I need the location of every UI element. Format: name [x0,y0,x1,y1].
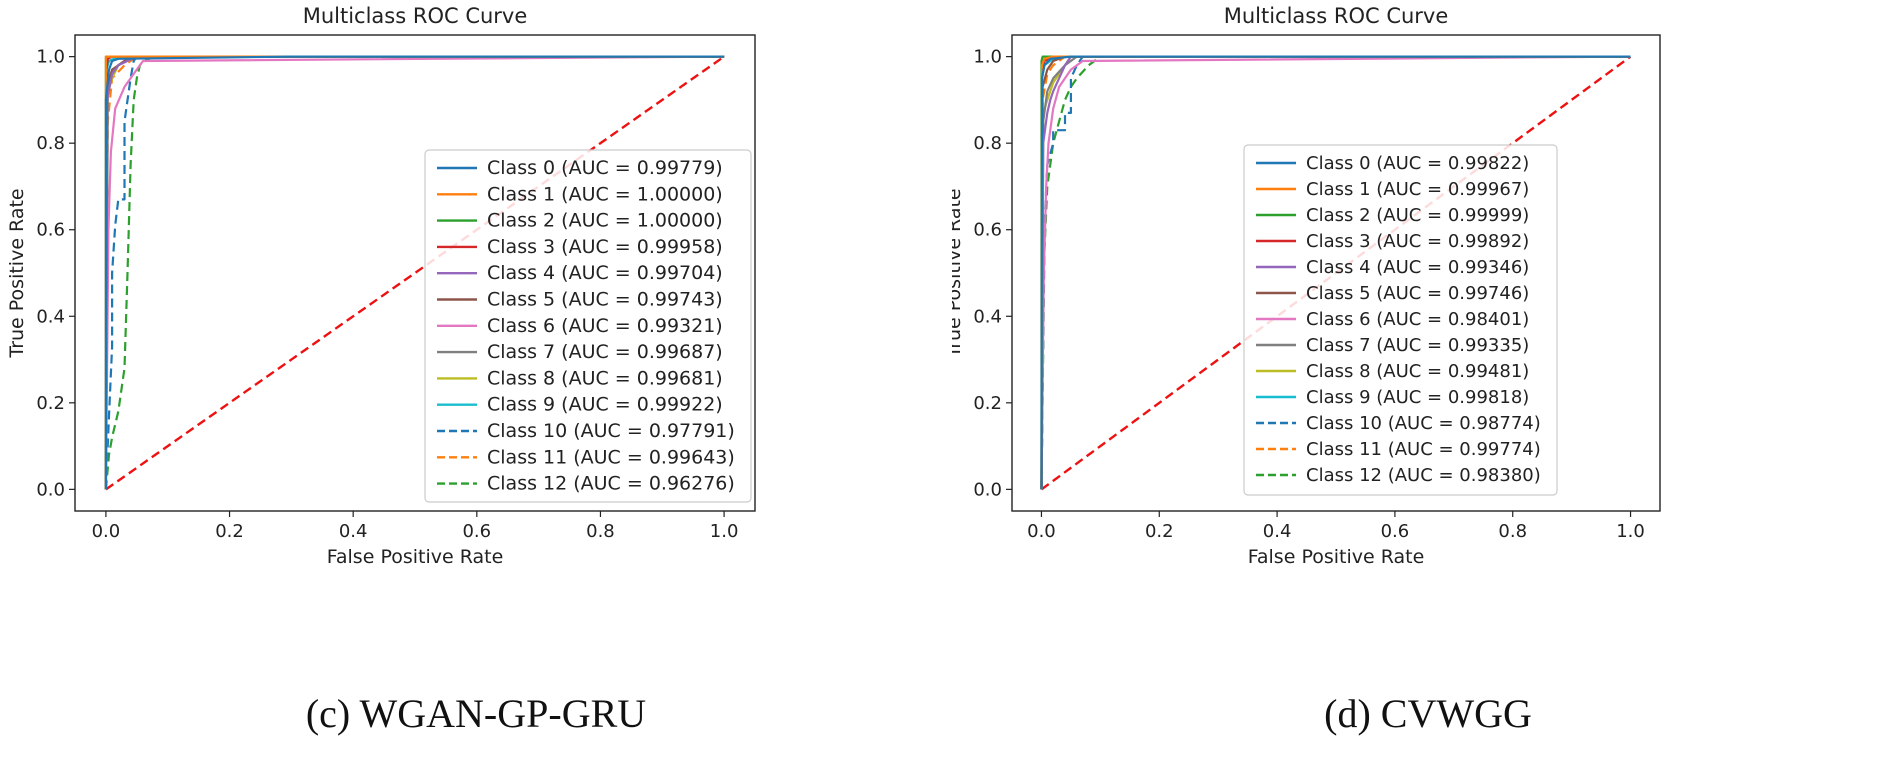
legend-entry: Class 12 (AUC = 0.98380) [1306,465,1541,486]
y-tick-label: 0.0 [36,479,65,500]
legend-entry: Class 4 (AUC = 0.99704) [487,262,723,284]
legend-entry: Class 11 (AUC = 0.99643) [487,446,735,468]
roc-chart-c: Multiclass ROC Curve 0.0 0.0 0.2 0.2 0.4 0.4 0.… [6,4,756,568]
roc-chart-d: Multiclass ROC Curve 0.0 0.0 0.2 0.2 0.4 0.4 0.… [952,4,1661,568]
y-tick-label: 1.0 [36,47,65,68]
x-axis-label: False Positive Rate [327,546,504,568]
x-tick-label: 0.2 [1145,521,1174,542]
roc-series-class-0 [1040,55,1631,490]
y-tick-label: 0.8 [36,133,65,154]
legend-entry: Class 11 (AUC = 0.99774) [1306,439,1541,460]
legend-entry: Class 9 (AUC = 0.99818) [1306,387,1529,408]
legend-entry: Class 7 (AUC = 0.99687) [487,341,723,363]
legend-entry: Class 8 (AUC = 0.99681) [487,367,723,389]
roc-series-class-6 [104,55,725,490]
y-tick-label: 0.0 [973,479,1002,500]
caption-c: (c) WGAN-GP-GRU [305,691,647,736]
y-tick-label: 0.2 [973,393,1002,414]
roc-series-class-4 [1040,55,1631,490]
legend-entry: Class 7 (AUC = 0.99335) [1306,335,1529,356]
chart-title: Multiclass ROC Curve [303,4,528,28]
legend-box [1243,144,1558,496]
legend-entry: Class 5 (AUC = 0.99746) [1306,283,1529,304]
legend-entry: Class 6 (AUC = 0.98401) [1306,309,1529,330]
x-tick-label: 0.6 [1381,521,1410,542]
legend-entry: Class 10 (AUC = 0.97791) [487,420,735,442]
plot-frame [74,34,756,512]
roc-panel-d: Multiclass ROC Curve 0.0 0.0 0.2 0.2 0.4 0.4 0.… [952,0,1904,763]
x-tick-label: 1.0 [710,521,739,542]
caption-d: (d) CVWGG [1324,691,1532,736]
legend-entry: Class 4 (AUC = 0.99346) [1306,257,1529,278]
legend-entry: Class 1 (AUC = 0.99967) [1306,179,1529,200]
legend-entry: Class 3 (AUC = 0.99892) [1306,231,1529,252]
roc-series-class-6 [1040,55,1631,490]
x-tick-label: 0.8 [1498,521,1527,542]
y-tick-label: 1.0 [973,47,1002,68]
roc-series-class-0 [104,55,725,490]
roc-series-class-10 [104,55,725,490]
x-tick-label: 0.8 [586,521,615,542]
legend-entry: Class 0 (AUC = 0.99779) [487,157,723,179]
legend-entry: Class 0 (AUC = 0.99822) [1306,153,1529,174]
legend-entry: Class 5 (AUC = 0.99743) [487,289,723,311]
y-tick-label: 0.6 [36,220,65,241]
legend-entry: Class 9 (AUC = 0.99922) [487,394,723,416]
x-tick-label: 0.6 [462,521,491,542]
y-tick-label: 0.4 [36,306,65,327]
x-tick-label: 0.2 [215,521,244,542]
x-tick-label: 0.4 [339,521,368,542]
chart-title: Multiclass ROC Curve [1224,4,1449,28]
legend-entry: Class 2 (AUC = 0.99999) [1306,205,1529,226]
x-tick-label: 0.4 [1263,521,1292,542]
roc-series-class-12 [104,55,725,490]
legend-entry: Class 3 (AUC = 0.99958) [487,236,723,258]
roc-panel-c: Multiclass ROC Curve 0.0 0.0 0.2 0.2 0.4 0.4 0.… [6,4,756,736]
plot-frame [1011,34,1661,512]
y-tick-label: 0.8 [973,133,1002,154]
x-tick-label: 1.0 [1616,521,1645,542]
legend-entry: Class 2 (AUC = 1.00000) [487,210,723,232]
legend-box [424,149,752,503]
y-axis-label: True Positive Rate [952,188,965,358]
legend-entry: Class 6 (AUC = 0.99321) [487,315,723,337]
y-tick-label: 0.2 [36,393,65,414]
y-tick-label: 0.4 [973,306,1002,327]
roc-curves [104,55,725,491]
x-tick-label: 0.0 [1027,521,1056,542]
x-tick-label: 0.0 [92,521,121,542]
legend-entry: Class 12 (AUC = 0.96276) [487,473,735,495]
x-axis-label: False Positive Rate [1248,546,1425,568]
y-tick-label: 0.6 [973,220,1002,241]
legend-entry: Class 8 (AUC = 0.99481) [1306,361,1529,382]
legend-entry: Class 10 (AUC = 0.98774) [1306,413,1541,434]
legend-entry: Class 1 (AUC = 1.00000) [487,183,723,205]
y-axis-label: True Positive Rate [6,188,28,358]
